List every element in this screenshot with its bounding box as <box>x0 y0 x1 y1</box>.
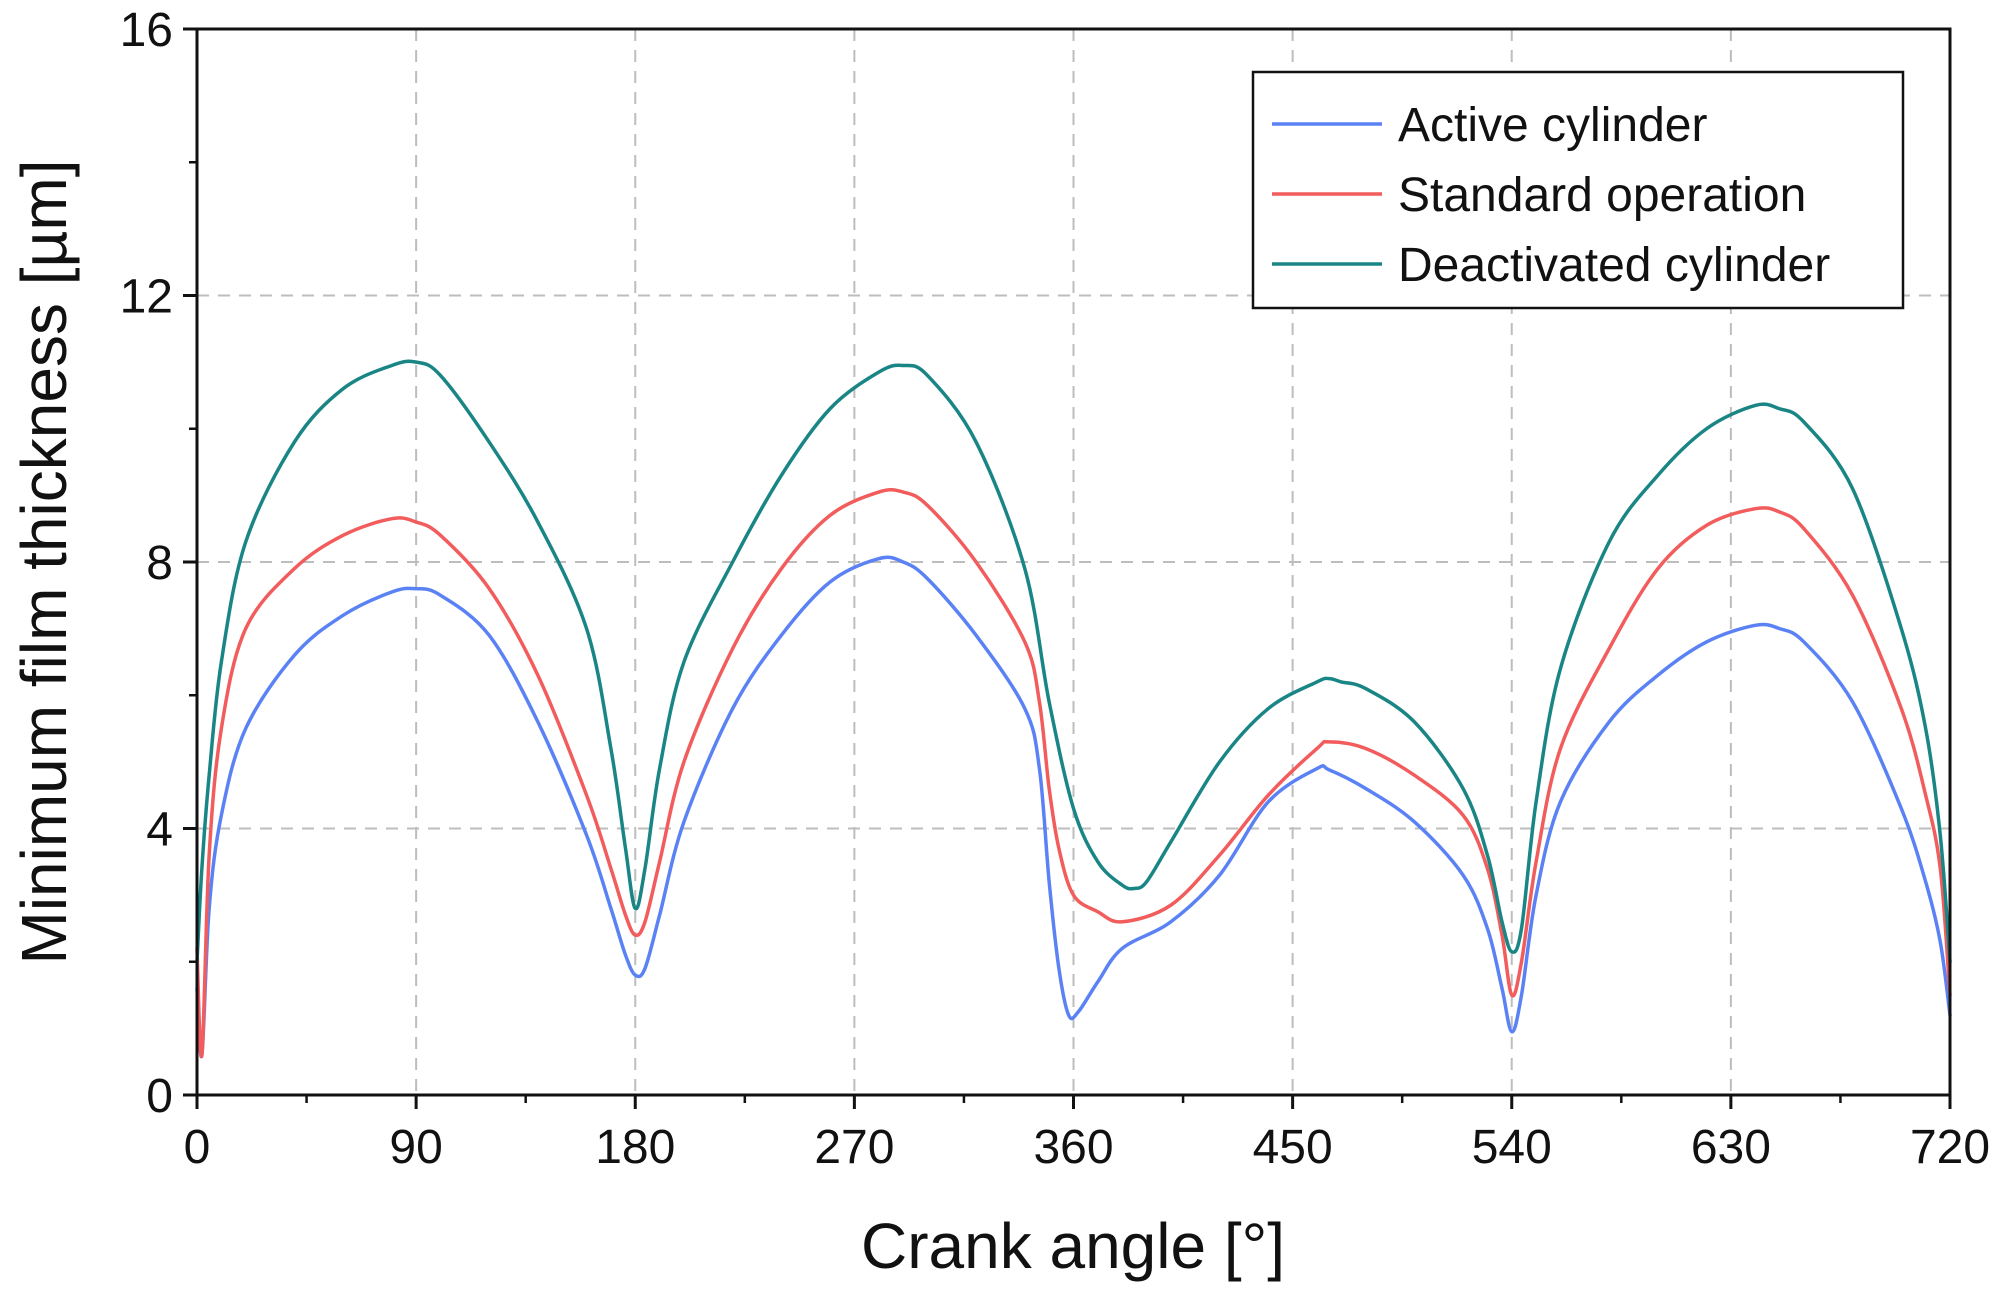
series-lines <box>195 359 1952 1059</box>
x-tick-label: 90 <box>389 1121 442 1174</box>
legend-label-deactivated-cylinder: Deactivated cylinder <box>1398 239 1830 292</box>
legend-label-active-cylinder: Active cylinder <box>1398 99 1707 152</box>
x-axis-title: Crank angle [°] <box>861 1210 1285 1282</box>
x-tick-label: 540 <box>1472 1121 1552 1174</box>
tick-labels: 0 90 180 270 360 450 540 630 720 0 4 8 12 16 <box>120 4 1990 1174</box>
series-line-active-cylinder <box>195 555 1952 1059</box>
series-line-standard-operation <box>195 487 1952 1059</box>
x-tick-label: 360 <box>1033 1121 1113 1174</box>
y-tick-label: 0 <box>146 1070 173 1123</box>
series-line-deactivated-cylinder <box>195 359 1952 964</box>
x-tick-label: 450 <box>1253 1121 1333 1174</box>
x-tick-label: 630 <box>1691 1121 1771 1174</box>
x-tick-label: 720 <box>1910 1121 1990 1174</box>
legend-label-standard-operation: Standard operation <box>1398 169 1806 222</box>
y-tick-label: 12 <box>120 271 173 324</box>
x-tick-label: 270 <box>814 1121 894 1174</box>
axis-ticks <box>183 27 1952 1109</box>
x-tick-label: 180 <box>595 1121 675 1174</box>
legend-box <box>1251 70 1905 310</box>
y-tick-label: 8 <box>146 537 173 590</box>
x-tick-label: 0 <box>184 1121 211 1174</box>
y-tick-label: 16 <box>120 4 173 57</box>
y-tick-label: 4 <box>146 804 173 857</box>
y-axis-title: Minimum film thickness [µm] <box>8 160 80 965</box>
legend: Active cylinder Standard operation Deactiv… <box>1251 70 1905 310</box>
